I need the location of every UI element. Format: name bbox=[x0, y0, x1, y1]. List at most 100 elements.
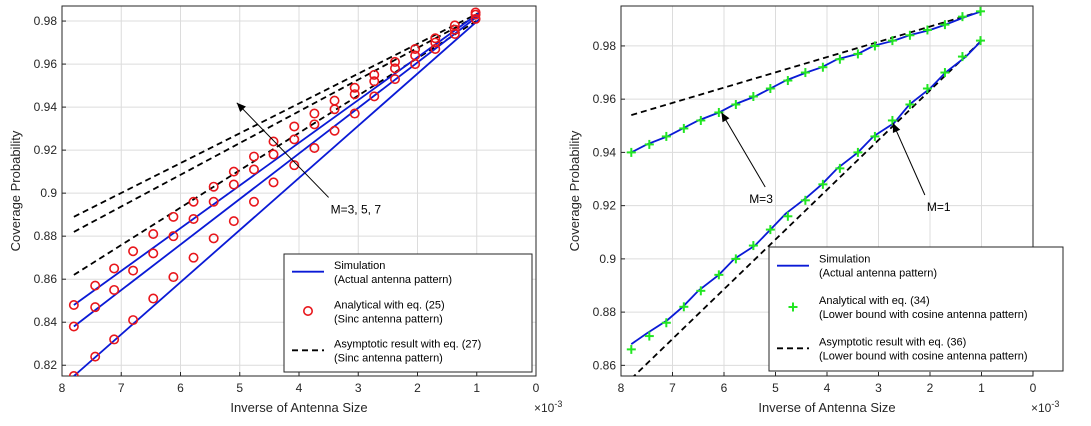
y-tick-label: 0.96 bbox=[593, 92, 617, 106]
analytical-marker-M=7 bbox=[68, 300, 79, 311]
analytical-marker-M=7 bbox=[148, 229, 159, 240]
analytical-marker-M=5 bbox=[68, 321, 79, 332]
analytical-marker-M=3 bbox=[696, 115, 706, 125]
data-layer bbox=[626, 6, 985, 376]
legend-item: Analytical with eq. (25) (Sinc antenna pa… bbox=[302, 299, 445, 325]
legend-swatch bbox=[788, 302, 798, 312]
analytical-marker-M=3 bbox=[731, 99, 741, 109]
legend-label: Analytical with eq. (34) bbox=[819, 295, 930, 307]
y-tick-label: 0.9 bbox=[40, 186, 57, 200]
analytical-marker-M=1 bbox=[975, 36, 985, 46]
analytical-marker-M=7 bbox=[470, 7, 481, 18]
analytical-marker-M=3 bbox=[644, 139, 654, 149]
x-tick-label: 1 bbox=[473, 381, 480, 395]
analytical-marker-M=5 bbox=[109, 284, 120, 295]
legend-item: Asymptotic result with eq. (36) (Lower bo… bbox=[777, 336, 1028, 362]
x-tick-label: 0 bbox=[1030, 381, 1037, 395]
legend-item: Simulation (Actual antenna pattern) bbox=[292, 260, 452, 286]
analytical-marker-M=3 bbox=[188, 252, 199, 263]
legend-label: Simulation bbox=[334, 260, 385, 272]
legend-sublabel: (Sinc antenna pattern) bbox=[334, 313, 443, 325]
analytical-marker-M=3 bbox=[128, 315, 139, 326]
analytical-marker-M=5 bbox=[410, 50, 421, 61]
analytical-marker-M=3 bbox=[430, 44, 441, 55]
legend-item: Simulation (Actual antenna pattern) bbox=[777, 254, 937, 280]
analytical-marker-M=3 bbox=[389, 74, 400, 85]
analytical-marker-M=7 bbox=[289, 121, 300, 132]
analytical-marker-M=3 bbox=[470, 13, 481, 24]
analytical-marker-M=3 bbox=[679, 123, 689, 133]
x-tick-label: 2 bbox=[414, 381, 421, 395]
analytical-marker-M=3 bbox=[208, 233, 219, 244]
analytical-marker-M=7 bbox=[389, 56, 400, 67]
legend-label: Asymptotic result with eq. (27) bbox=[334, 339, 481, 351]
analytical-marker-M=3 bbox=[748, 92, 758, 102]
analytical-marker-M=7 bbox=[228, 166, 239, 177]
x-tick-label: 5 bbox=[236, 381, 243, 395]
asymptotic-line-M=3 bbox=[631, 10, 982, 116]
analytical-marker-M=1 bbox=[748, 241, 758, 251]
analytical-marker-M=3 bbox=[783, 76, 793, 86]
analytical-marker-M=1 bbox=[922, 84, 932, 94]
x-tick-label: 8 bbox=[618, 381, 625, 395]
annotation-label: M=3, 5, 7 bbox=[331, 202, 382, 216]
analytical-marker-M=1 bbox=[765, 225, 775, 235]
analytical-marker-M=3 bbox=[818, 62, 828, 72]
analytical-marker-M=5 bbox=[148, 248, 159, 259]
y-tick-label: 0.84 bbox=[34, 315, 58, 329]
analytical-marker-M=1 bbox=[835, 163, 845, 173]
legend: Simulation (Actual antenna pattern) Analyt… bbox=[283, 253, 533, 373]
annotation-arrow: M=3 bbox=[720, 112, 773, 206]
y-tick-label: 0.98 bbox=[34, 14, 58, 28]
analytical-marker-M=3 bbox=[109, 334, 120, 345]
analytical-marker-M=3 bbox=[765, 84, 775, 94]
y-tick-label: 0.88 bbox=[34, 229, 58, 243]
analytical-marker-M=3 bbox=[268, 177, 279, 188]
annotation-label: M=3 bbox=[749, 192, 773, 206]
analytical-marker-M=3 bbox=[905, 30, 915, 40]
simulation-line-M=3 bbox=[73, 18, 481, 376]
x-tick-label: 7 bbox=[669, 381, 676, 395]
x-tick-label: 5 bbox=[772, 381, 779, 395]
legend: Simulation (Actual antenna pattern) Analyt… bbox=[768, 246, 1064, 372]
analytical-marker-M=1 bbox=[626, 344, 636, 354]
analytical-marker-M=5 bbox=[248, 164, 259, 175]
analytical-marker-M=3 bbox=[68, 371, 79, 376]
analytical-marker-M=3 bbox=[228, 216, 239, 227]
analytical-marker-M=5 bbox=[188, 213, 199, 224]
y-tick-label: 0.92 bbox=[593, 199, 617, 213]
analytical-marker-M=3 bbox=[853, 49, 863, 59]
analytical-marker-M=3 bbox=[289, 160, 300, 171]
legend-sublabel: (Lower bound with cosine antenna pattern… bbox=[819, 350, 1028, 362]
chart-left: 8 7 6 5 4 3 2 1 0 0.82 0.84 0.86 0.88 0.9 0.92 0.94 0.96… bbox=[8, 5, 562, 415]
analytical-marker-M=3 bbox=[329, 125, 340, 136]
analytical-marker-M=1 bbox=[853, 147, 863, 157]
analytical-marker-M=7 bbox=[248, 151, 259, 162]
analytical-marker-M=3 bbox=[309, 142, 320, 153]
legend-item: Asymptotic result with eq. (27) (Sinc ant… bbox=[292, 339, 481, 365]
x-tick-label: 4 bbox=[296, 381, 303, 395]
y-tick-label: 0.82 bbox=[34, 358, 58, 372]
analytical-marker-M=1 bbox=[731, 254, 741, 264]
analytical-marker-M=5 bbox=[268, 149, 279, 160]
analytical-marker-M=3 bbox=[349, 108, 360, 119]
legend-label: Analytical with eq. (25) bbox=[334, 299, 445, 311]
analytical-marker-M=5 bbox=[389, 63, 400, 74]
x-tick-label: 1 bbox=[978, 381, 985, 395]
analytical-marker-M=1 bbox=[661, 318, 671, 328]
analytical-marker-M=7 bbox=[410, 44, 421, 55]
analytical-marker-M=7 bbox=[369, 69, 380, 80]
analytical-marker-M=7 bbox=[309, 108, 320, 119]
y-tick-label: 0.94 bbox=[34, 100, 58, 114]
simulation-line-M=1 bbox=[630, 39, 983, 345]
analytical-marker-M=3 bbox=[975, 6, 985, 16]
analytical-marker-M=3 bbox=[90, 351, 101, 362]
analytical-marker-M=3 bbox=[870, 41, 880, 51]
x-exponent-power: -3 bbox=[1051, 399, 1059, 409]
y-tick-label: 0.9 bbox=[599, 252, 616, 266]
analytical-marker-M=5 bbox=[90, 302, 101, 313]
y-tick-label: 0.96 bbox=[34, 57, 58, 71]
y-tick-label: 0.86 bbox=[593, 358, 617, 372]
analytical-marker-M=7 bbox=[128, 246, 139, 257]
